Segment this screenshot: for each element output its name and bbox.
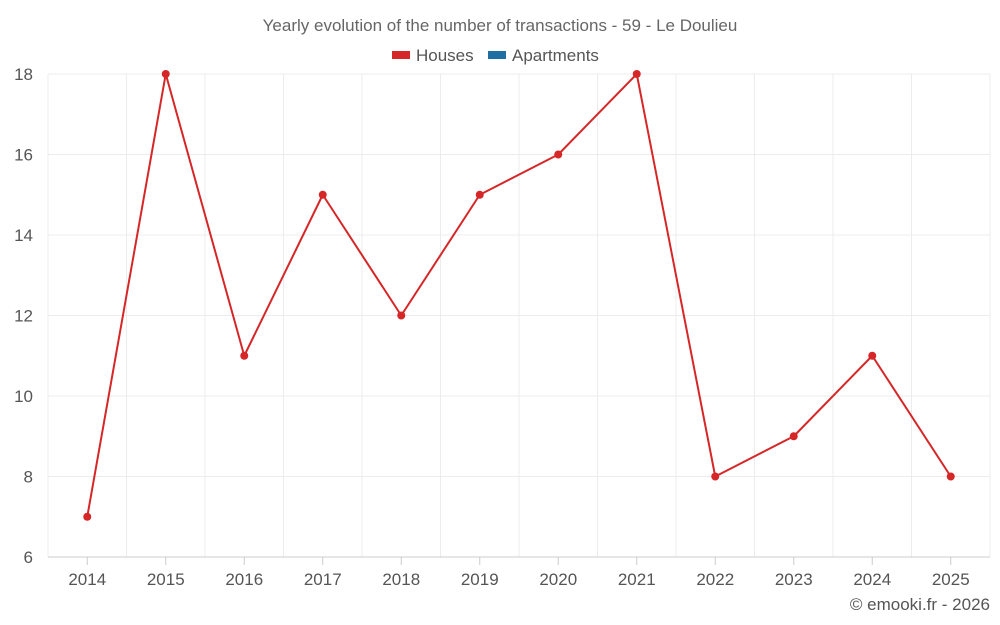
- data-point-houses[interactable]: [397, 311, 406, 320]
- credit-text: © emooki.fr - 2026: [850, 595, 990, 614]
- x-tick-label: 2022: [696, 570, 734, 589]
- x-tick-label: 2019: [461, 570, 499, 589]
- chart-title: Yearly evolution of the number of transa…: [263, 16, 738, 35]
- grid: [47, 73, 991, 557]
- data-point-houses[interactable]: [632, 70, 641, 78]
- legend-label-apartments: Apartments: [512, 46, 599, 65]
- x-tick-label: 2024: [853, 570, 891, 589]
- data-point-houses[interactable]: [789, 432, 798, 441]
- x-tick-label: 2025: [932, 570, 970, 589]
- x-tick-label: 2017: [304, 570, 342, 589]
- y-tick-label: 6: [24, 548, 33, 567]
- y-tick-label: 10: [14, 387, 33, 406]
- data-point-houses[interactable]: [240, 351, 249, 360]
- data-point-houses[interactable]: [946, 472, 955, 481]
- legend-label-houses: Houses: [416, 46, 474, 65]
- legend: Houses Apartments: [392, 46, 599, 65]
- y-tick-label: 16: [14, 146, 33, 165]
- y-tick-label: 18: [14, 65, 33, 84]
- legend-swatch-apartments: [488, 51, 506, 59]
- data-point-houses[interactable]: [711, 472, 720, 481]
- data-point-houses[interactable]: [554, 150, 563, 159]
- x-tick-label: 2020: [539, 570, 577, 589]
- y-axis-ticks: 6 8 10 12 14 16 18: [14, 65, 33, 567]
- x-tick-label: 2014: [68, 570, 106, 589]
- data-point-houses[interactable]: [83, 512, 92, 521]
- x-tick-label: 2023: [775, 570, 813, 589]
- legend-item-houses[interactable]: Houses: [392, 46, 474, 65]
- series-line-houses: [86, 73, 952, 517]
- data-point-houses[interactable]: [318, 190, 327, 199]
- legend-item-apartments[interactable]: Apartments: [488, 46, 599, 65]
- series-houses: [83, 70, 955, 521]
- data-point-houses[interactable]: [868, 351, 877, 360]
- x-tick-label: 2015: [147, 570, 185, 589]
- y-tick-label: 14: [14, 226, 33, 245]
- data-point-houses[interactable]: [475, 190, 484, 199]
- legend-swatch-houses: [392, 51, 410, 59]
- x-axis-ticks: 2014 2015 2016 2017 2018 2019 2020 2021 2022 2023…: [68, 557, 970, 589]
- x-tick-label: 2016: [225, 570, 263, 589]
- x-tick-label: 2018: [382, 570, 420, 589]
- y-tick-label: 8: [24, 468, 33, 487]
- y-tick-label: 12: [14, 307, 33, 326]
- x-tick-label: 2021: [618, 570, 656, 589]
- data-point-houses[interactable]: [161, 70, 170, 78]
